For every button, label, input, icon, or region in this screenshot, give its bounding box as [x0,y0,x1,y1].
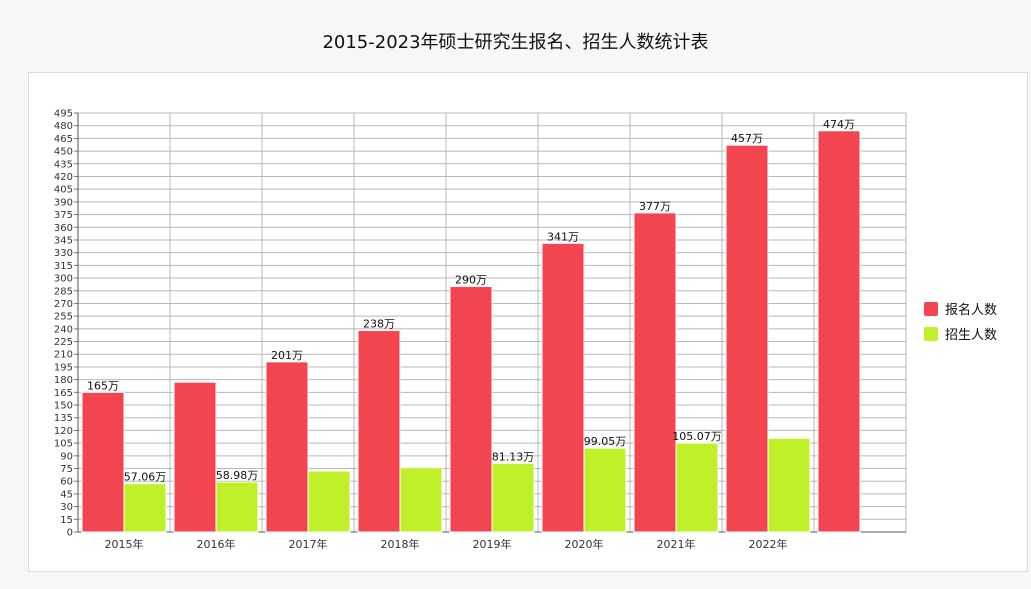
y-tick-label: 405 [54,185,73,196]
y-tick-label: 240 [54,324,73,335]
y-tick-label: 390 [54,197,73,208]
y-tick-label: 300 [54,274,73,285]
legend-label: 招生人数 [945,328,997,343]
bar-admissions [307,470,351,533]
y-tick-label: 225 [54,337,73,348]
y-tick-label: 135 [54,413,73,424]
y-tick-label: 480 [54,121,73,132]
y-tick-label: 45 [60,489,73,500]
bar-applicants [265,361,309,533]
chart-title: 2015-2023年硕士研究生报名、招生人数统计表 [322,32,709,53]
x-tick-label: 2019年 [473,537,512,551]
y-tick-label: 255 [54,312,73,323]
y-tick-label: 375 [54,210,73,221]
data-label: 474万 [823,118,855,131]
legend-swatch [924,302,938,316]
y-tick-label: 105 [54,439,73,450]
bar-applicants [173,381,217,533]
y-tick-label: 75 [60,464,73,475]
bar-admissions [215,481,259,533]
y-tick-label: 495 [54,109,73,120]
y-tick-label: 165 [54,388,73,399]
bar-applicants [633,212,677,533]
y-tick-label: 195 [54,362,73,373]
bar-applicants [449,286,493,533]
x-tick-label: 2021年 [657,537,696,551]
y-tick-label: 270 [54,299,73,310]
x-tick-label: 2015年 [105,537,144,551]
data-label: 457万 [731,132,763,145]
y-tick-label: 330 [54,248,73,259]
y-tick-label: 0 [67,528,73,539]
y-tick-label: 450 [54,147,73,158]
bar-admissions [675,442,719,533]
bar-applicants [541,242,585,533]
y-tick-label: 30 [60,502,73,513]
data-label: 290万 [455,274,487,287]
y-tick-label: 180 [54,375,73,386]
x-tick-label: 2016年 [197,537,236,551]
data-label: 341万 [547,230,579,243]
y-tick-label: 360 [54,223,73,234]
y-tick-label: 15 [60,515,73,526]
bar-admissions [399,467,443,533]
y-tick-label: 150 [54,401,73,412]
data-label: 201万 [271,349,303,362]
y-tick-label: 420 [54,172,73,183]
y-tick-label: 60 [60,477,73,488]
data-label: 99.05万 [584,435,627,448]
y-tick-label: 435 [54,159,73,170]
data-label: 377万 [639,200,671,213]
y-tick-label: 120 [54,426,73,437]
bar-admissions [491,462,535,533]
y-tick-label: 315 [54,261,73,272]
bar-admissions [123,483,167,533]
y-tick-label: 285 [54,286,73,297]
bar-admissions [767,437,811,533]
data-label: 81.13万 [492,450,535,463]
legend-label: 报名人数 [945,302,997,318]
x-tick-label: 2017年 [289,537,328,551]
x-tick-label: 2020年 [565,537,604,551]
x-tick-label: 2018年 [381,537,420,551]
data-label: 238万 [363,318,395,331]
y-tick-label: 90 [60,451,73,462]
data-label: 57.06万 [124,471,167,484]
bar-applicants [357,330,401,533]
data-label: 165万 [87,379,119,392]
data-label: 105.07万 [672,430,722,443]
data-label: 58.98万 [216,469,259,482]
y-tick-label: 465 [54,134,73,145]
legend-swatch [924,327,938,341]
y-tick-label: 345 [54,235,73,246]
bar-admissions [583,447,627,533]
bar-applicants [81,391,125,533]
bar-applicants [817,130,861,533]
y-tick-label: 210 [54,350,73,361]
x-tick-label: 2022年 [749,537,788,551]
bar-applicants [725,144,769,533]
